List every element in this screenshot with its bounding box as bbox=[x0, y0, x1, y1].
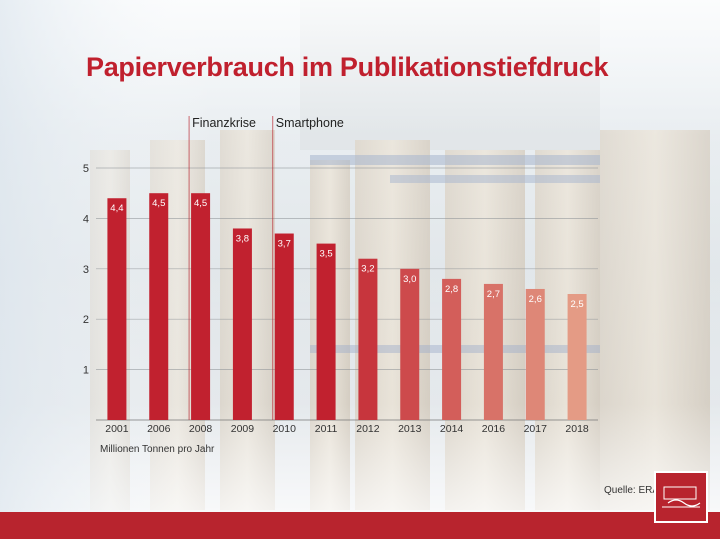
x-tick-label-2018: 2018 bbox=[565, 423, 589, 435]
x-tick-label-2017: 2017 bbox=[524, 423, 548, 435]
bar-2012 bbox=[358, 258, 378, 420]
y-tick-label: 5 bbox=[83, 163, 89, 175]
data-label-2017: 2,6 bbox=[529, 294, 542, 305]
bar-2018 bbox=[567, 294, 587, 420]
data-label-2001: 4,4 bbox=[110, 203, 123, 214]
x-tick-label-2006: 2006 bbox=[147, 423, 171, 435]
page-title: Papierverbrauch im Publikationstiefdruck bbox=[86, 52, 609, 82]
bar-2006 bbox=[149, 193, 169, 420]
data-label-2010: 3,7 bbox=[278, 239, 291, 250]
x-tick-label-2008: 2008 bbox=[189, 423, 213, 435]
data-label-2016: 2,7 bbox=[487, 289, 500, 300]
bar-2011 bbox=[316, 243, 336, 420]
annotation-label-1: Smartphone bbox=[276, 116, 344, 130]
bar-2001 bbox=[107, 198, 127, 420]
y-tick-label: 4 bbox=[83, 213, 89, 225]
x-tick-label-2016: 2016 bbox=[482, 423, 506, 435]
bar-2013 bbox=[400, 268, 420, 420]
x-tick-label-2010: 2010 bbox=[273, 423, 297, 435]
data-label-2013: 3,0 bbox=[403, 274, 416, 285]
annotation-label-0: Finanzkrise bbox=[192, 116, 256, 130]
era-logo-icon bbox=[662, 486, 701, 508]
source-note: Quelle: ERA bbox=[604, 485, 660, 496]
y-tick-label: 2 bbox=[83, 314, 89, 326]
bar-2016 bbox=[483, 283, 503, 420]
y-axis-unit-label: Millionen Tonnen pro Jahr bbox=[100, 444, 215, 455]
x-tick-label-2012: 2012 bbox=[356, 423, 380, 435]
bar-2009 bbox=[232, 228, 252, 420]
data-label-2011: 3,5 bbox=[319, 249, 332, 260]
data-label-2006: 4,5 bbox=[152, 198, 165, 209]
bar-2008 bbox=[191, 193, 211, 420]
data-label-2012: 3,2 bbox=[361, 264, 374, 275]
bar-2017 bbox=[525, 288, 545, 420]
data-label-2014: 2,8 bbox=[445, 284, 458, 295]
x-tick-label-2013: 2013 bbox=[398, 423, 422, 435]
y-tick-label: 3 bbox=[83, 264, 89, 276]
bar-2014 bbox=[442, 278, 462, 420]
x-tick-label-2009: 2009 bbox=[231, 423, 255, 435]
bar-2010 bbox=[274, 233, 294, 420]
footer-band bbox=[0, 512, 720, 539]
y-tick-label: 1 bbox=[83, 365, 89, 377]
data-label-2018: 2,5 bbox=[570, 299, 583, 310]
data-label-2009: 3,8 bbox=[236, 233, 249, 244]
x-tick-label-2014: 2014 bbox=[440, 423, 464, 435]
era-logo bbox=[654, 471, 708, 523]
x-tick-label-2001: 2001 bbox=[105, 423, 129, 435]
data-label-2008: 4,5 bbox=[194, 198, 207, 209]
x-tick-label-2011: 2011 bbox=[315, 423, 338, 435]
